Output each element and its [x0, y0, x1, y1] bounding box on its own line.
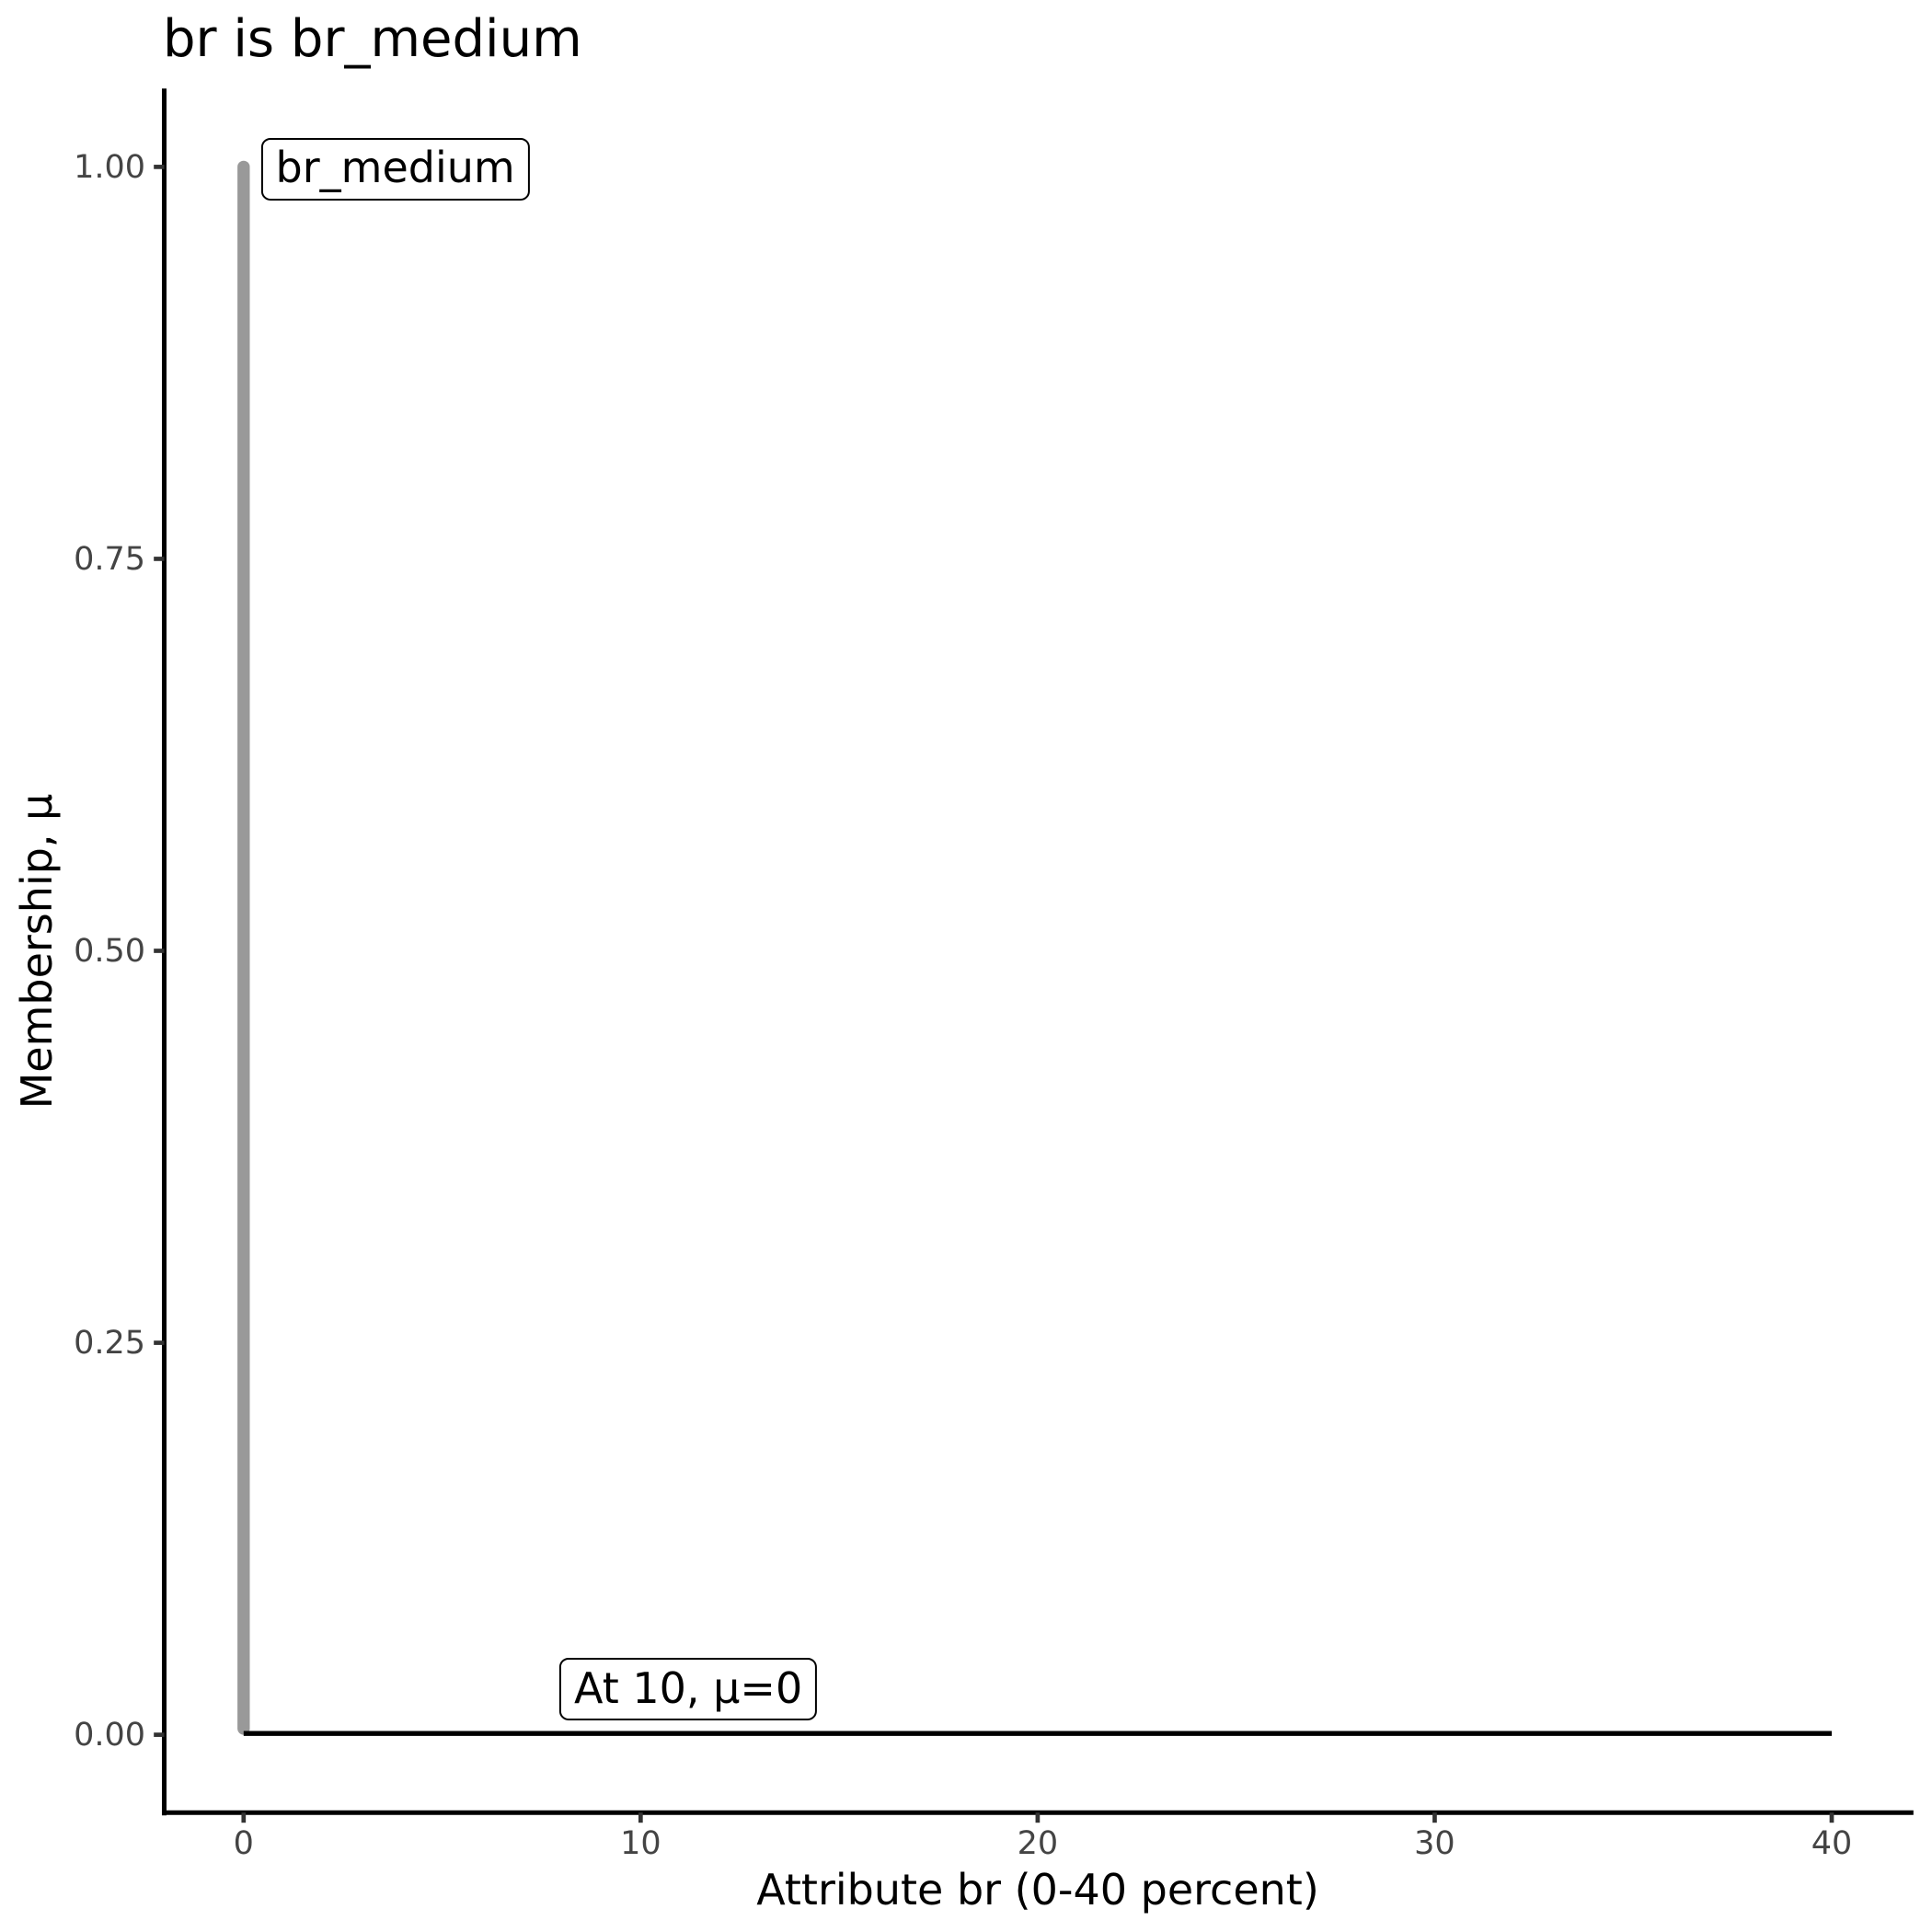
annotation-text: br_medium — [275, 143, 515, 193]
annotation-text: At 10, μ=0 — [574, 1662, 803, 1713]
x-axis-ticks — [241, 1812, 1834, 1823]
y-tick-label: 1.00 — [74, 148, 145, 186]
x-tick-label: 40 — [1811, 1825, 1853, 1863]
y-tick-label: 0.25 — [74, 1324, 145, 1362]
x-axis-title: Attribute br (0-40 percent) — [756, 1864, 1319, 1915]
annotation-label-at-10: At 10, μ=0 — [559, 1658, 818, 1721]
series-lines — [237, 160, 1832, 1736]
axis-lines — [161, 88, 1914, 1816]
y-axis-title: Membership, μ — [12, 793, 62, 1109]
y-tick-label: 0.75 — [74, 540, 145, 578]
y-tick-label: 0.00 — [74, 1716, 145, 1754]
x-tick-label: 20 — [1017, 1825, 1059, 1863]
y-tick-label: 0.50 — [74, 932, 145, 970]
plot-title: br is br_medium — [163, 9, 582, 69]
y-axis-ticks — [154, 165, 165, 1737]
x-tick-label: 0 — [233, 1825, 254, 1863]
annotation-label-br-medium: br_medium — [260, 137, 530, 201]
x-tick-label: 30 — [1414, 1825, 1455, 1863]
x-tick-label: 10 — [620, 1825, 661, 1863]
